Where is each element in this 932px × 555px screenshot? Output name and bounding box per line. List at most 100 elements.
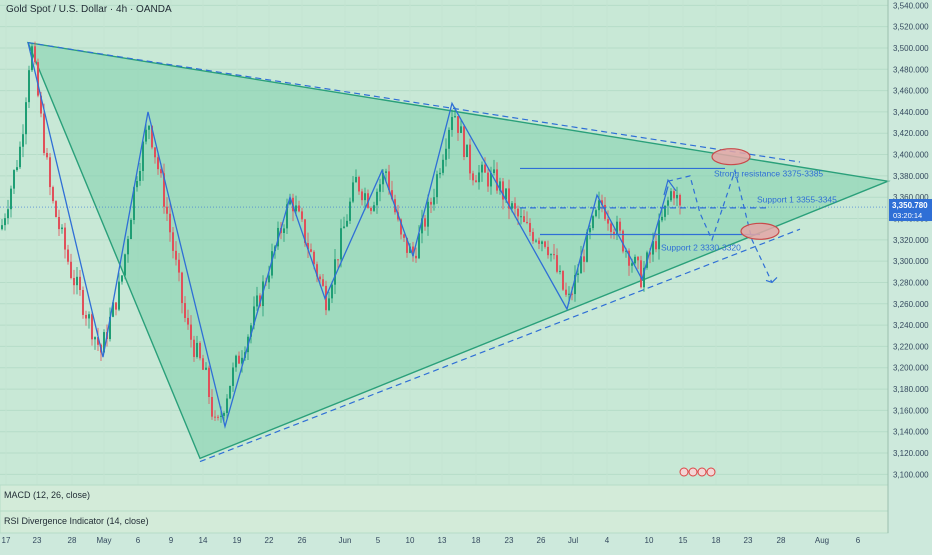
candle-body: [670, 191, 672, 201]
candle-body: [76, 276, 78, 286]
candle-body: [412, 246, 414, 256]
candle-body: [541, 241, 543, 244]
candle-body: [184, 303, 186, 318]
candle-body: [631, 263, 633, 266]
event-marker-icon: [679, 467, 689, 477]
y-tick-label: 3,440.000: [893, 108, 929, 117]
candle-body: [148, 125, 150, 130]
candle-body: [523, 216, 525, 222]
trend-pattern: [27, 42, 778, 429]
candle-body: [301, 211, 303, 220]
symbol-title[interactable]: Gold Spot / U.S. Dollar · 4h · OANDA: [6, 4, 172, 15]
candle-body: [445, 148, 447, 160]
candle-body: [463, 126, 465, 157]
candle-body: [361, 191, 363, 201]
candle-body: [391, 190, 393, 200]
candle-body: [187, 317, 189, 325]
x-tick-label: 22: [265, 536, 274, 545]
price-badge-countdown: 03:20:14: [893, 211, 922, 220]
y-tick-label: 3,320.000: [893, 236, 929, 245]
candle-body: [94, 337, 96, 340]
candle-body: [70, 261, 72, 278]
candle-body: [568, 293, 570, 295]
x-tick-label: 19: [233, 536, 242, 545]
candle-body: [493, 169, 495, 174]
candle-body: [442, 159, 444, 173]
candle-body: [625, 250, 627, 252]
candle-body: [589, 228, 591, 233]
candle-body: [655, 241, 657, 250]
strong-resistance-label: Strong resistance 3375-3385: [714, 169, 823, 179]
x-tick-label: 4: [605, 536, 610, 545]
candle-body: [466, 144, 468, 157]
candle-body: [439, 172, 441, 175]
x-tick-label: 13: [438, 536, 447, 545]
candle-body: [409, 246, 411, 253]
candle-body: [355, 176, 357, 183]
y-tick-label: 3,300.000: [893, 257, 929, 266]
candle-body: [298, 205, 300, 212]
candle-body: [217, 416, 219, 418]
candle-body: [214, 416, 216, 418]
candle-body: [307, 243, 309, 250]
y-tick-label: 3,100.000: [893, 470, 929, 479]
support-ellipse: [740, 222, 780, 240]
candle-body: [208, 367, 210, 397]
candle-body: [250, 325, 252, 337]
candle-body: [595, 210, 597, 217]
candle-body: [295, 205, 297, 212]
candle-body: [475, 180, 477, 183]
y-tick-label: 3,360.000: [893, 193, 929, 202]
candle-body: [427, 201, 429, 227]
candle-body: [673, 191, 675, 199]
candle-body: [457, 116, 459, 133]
candle-body: [373, 205, 375, 211]
candle-body: [157, 157, 159, 170]
x-tick-label: 23: [744, 536, 753, 545]
macd-indicator-label[interactable]: MACD (12, 26, close): [4, 490, 91, 500]
candle-body: [52, 187, 54, 202]
candle-body: [241, 357, 243, 364]
x-tick-label: 28: [68, 536, 77, 545]
candle-body: [25, 102, 27, 135]
candle-body: [505, 188, 507, 200]
candle-body: [313, 251, 315, 265]
candle-body: [676, 194, 678, 199]
candle-body: [169, 213, 171, 233]
x-tick-label: 10: [406, 536, 415, 545]
candle-body: [451, 117, 453, 130]
candle-body: [637, 256, 639, 261]
y-tick-label: 3,420.000: [893, 129, 929, 138]
candle-body: [472, 173, 474, 181]
candle-body: [40, 95, 42, 114]
candle-body: [580, 256, 582, 274]
candle-body: [286, 204, 288, 229]
candle-body: [334, 259, 336, 285]
x-tick-label: 15: [679, 536, 688, 545]
event-marker-icon: [706, 467, 716, 477]
candle-body: [622, 230, 624, 252]
candle-body: [643, 267, 645, 288]
projection-path: [667, 168, 773, 283]
candle-body: [613, 231, 615, 235]
candle-body: [181, 272, 183, 304]
rsi-indicator-label[interactable]: RSI Divergence Indicator (14, close): [4, 516, 149, 526]
zigzag-pattern-line: [27, 42, 669, 429]
candle-body: [370, 207, 372, 211]
candle-body: [190, 324, 192, 340]
y-tick-label: 3,260.000: [893, 300, 929, 309]
candle-body: [175, 250, 177, 260]
candle-body: [151, 125, 153, 148]
candle-body: [532, 232, 534, 242]
candle-body: [652, 241, 654, 255]
candle-body: [28, 70, 30, 103]
candle-body: [511, 203, 513, 209]
candle-body: [322, 279, 324, 286]
candle-body: [610, 223, 612, 232]
candle-body: [304, 219, 306, 244]
candle-body: [364, 193, 366, 201]
candle-body: [145, 129, 147, 142]
